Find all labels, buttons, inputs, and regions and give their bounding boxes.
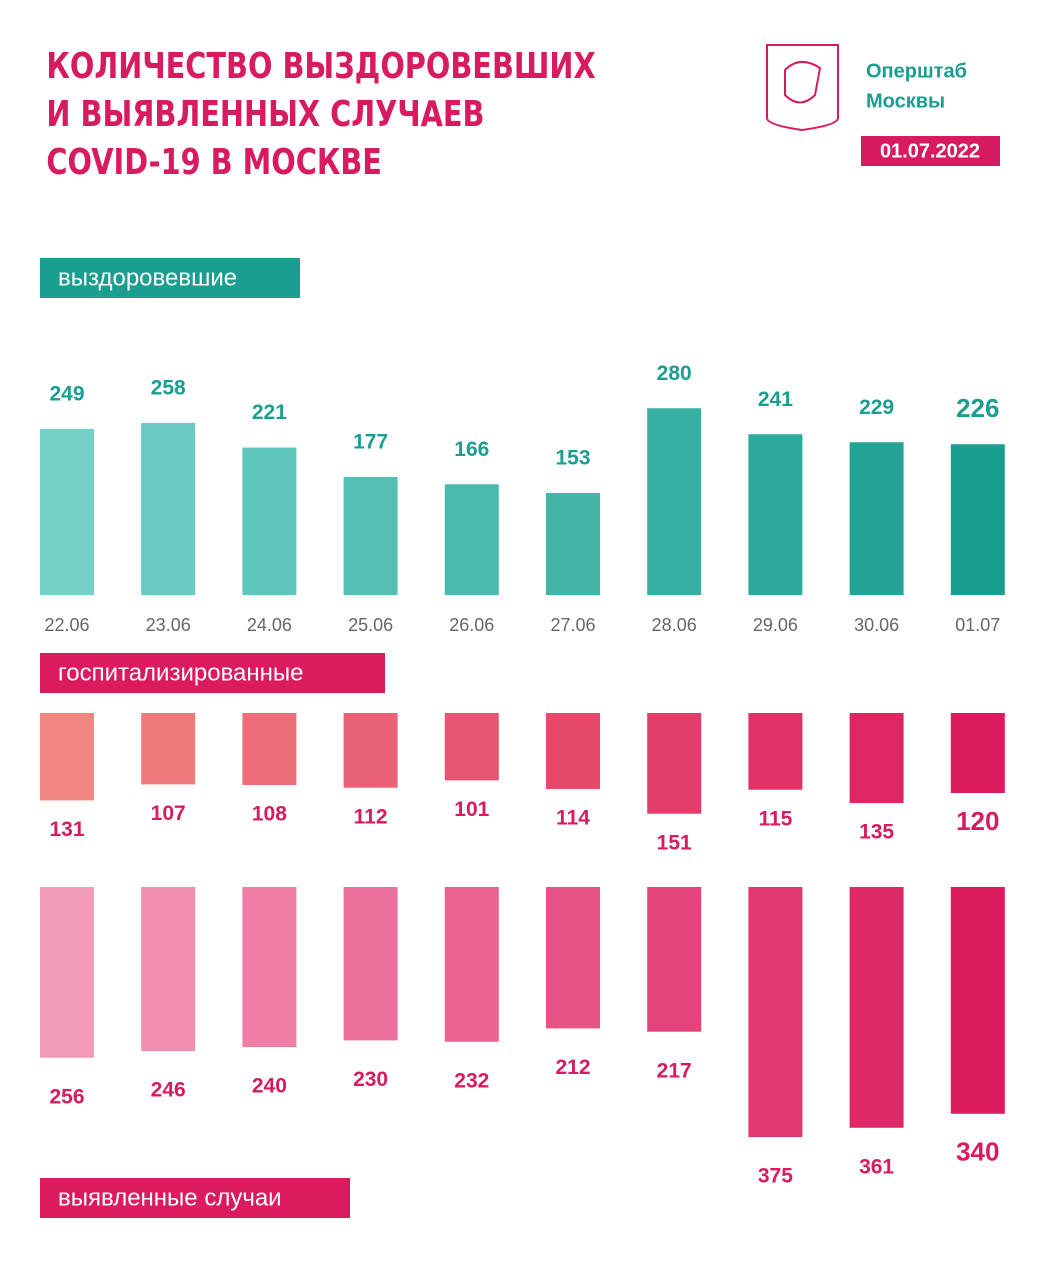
bar bbox=[343, 713, 398, 788]
x-tick-label: 25.06 bbox=[348, 615, 393, 635]
section-label: госпитализированные bbox=[58, 659, 304, 686]
date-badge bbox=[861, 136, 1000, 166]
value-label: 232 bbox=[454, 1069, 489, 1092]
bar bbox=[950, 713, 1005, 794]
bar bbox=[647, 408, 702, 595]
value-label: 135 bbox=[859, 821, 894, 844]
value-label: 153 bbox=[555, 446, 590, 469]
value-label: 217 bbox=[657, 1059, 692, 1082]
bar bbox=[444, 887, 499, 1042]
value-label: 226 bbox=[956, 393, 999, 423]
value-label: 101 bbox=[454, 798, 489, 821]
value-label: 258 bbox=[151, 376, 186, 399]
value-label: 340 bbox=[956, 1137, 999, 1167]
value-label: 166 bbox=[454, 438, 489, 461]
bar bbox=[242, 887, 297, 1048]
bar bbox=[748, 434, 803, 595]
x-tick-label: 26.06 bbox=[449, 615, 494, 635]
bar bbox=[647, 713, 702, 814]
bar bbox=[242, 713, 297, 786]
title-line: КОЛИЧЕСТВО ВЫЗДОРОВЕВШИХ bbox=[46, 45, 595, 87]
value-label: 114 bbox=[556, 807, 590, 830]
section-badge bbox=[40, 1178, 350, 1218]
bar bbox=[444, 713, 499, 781]
value-label: 246 bbox=[151, 1079, 186, 1102]
title-line: И ВЫЯВЛЕННЫХ СЛУЧАЕВ bbox=[46, 93, 484, 135]
value-label: 240 bbox=[252, 1075, 287, 1098]
value-label: 151 bbox=[657, 831, 692, 854]
bar bbox=[141, 422, 196, 595]
logo bbox=[766, 44, 839, 132]
value-label: 230 bbox=[353, 1068, 388, 1091]
bar bbox=[950, 444, 1005, 595]
value-label: 115 bbox=[758, 807, 792, 830]
bar bbox=[849, 713, 904, 804]
x-tick-label: 23.06 bbox=[146, 615, 191, 635]
bar bbox=[141, 887, 196, 1052]
value-label: 375 bbox=[758, 1165, 793, 1188]
bar bbox=[647, 887, 702, 1032]
bar bbox=[40, 713, 94, 801]
value-label: 221 bbox=[252, 401, 287, 424]
bar bbox=[546, 713, 600, 790]
x-tick-label: 27.06 bbox=[550, 615, 595, 635]
section-badge bbox=[40, 258, 300, 298]
value-label: 108 bbox=[252, 803, 287, 826]
bar bbox=[141, 713, 196, 785]
bar bbox=[546, 492, 600, 595]
x-tick-label: 22.06 bbox=[44, 615, 89, 635]
value-label: 107 bbox=[151, 802, 186, 825]
bar bbox=[748, 887, 803, 1138]
bar bbox=[343, 887, 398, 1041]
bar bbox=[950, 887, 1005, 1114]
section-badge bbox=[40, 653, 385, 693]
value-label: 249 bbox=[49, 382, 84, 405]
bar bbox=[546, 887, 600, 1029]
value-label: 177 bbox=[353, 430, 388, 453]
x-tick-label: 30.06 bbox=[854, 615, 899, 635]
value-label: 112 bbox=[354, 805, 388, 828]
x-tick-label: 24.06 bbox=[247, 615, 292, 635]
value-label: 280 bbox=[657, 362, 692, 385]
value-label: 229 bbox=[859, 396, 894, 419]
brand: Оперштаб bbox=[866, 60, 967, 82]
bar bbox=[242, 447, 297, 595]
value-label: 131 bbox=[49, 818, 84, 841]
value-label: 120 bbox=[956, 806, 999, 836]
value-label: 212 bbox=[555, 1056, 590, 1079]
bar bbox=[849, 887, 904, 1128]
bar bbox=[40, 428, 94, 595]
bar bbox=[343, 476, 398, 595]
section-label: выявленные случаи bbox=[58, 1184, 282, 1211]
title-line: COVID-19 В МОСКВЕ bbox=[46, 141, 382, 183]
x-tick-label: 01.07 bbox=[955, 615, 1000, 635]
value-label: 241 bbox=[758, 388, 793, 411]
bar bbox=[849, 442, 904, 595]
date: 01.07.2022 bbox=[880, 140, 980, 162]
brand: Москвы bbox=[866, 90, 945, 112]
bar bbox=[444, 484, 499, 595]
value-label: 256 bbox=[49, 1085, 84, 1108]
bar bbox=[40, 887, 94, 1058]
bar bbox=[748, 713, 803, 790]
x-tick-label: 29.06 bbox=[753, 615, 798, 635]
x-tick-label: 28.06 bbox=[652, 615, 697, 635]
value-label: 361 bbox=[859, 1155, 894, 1178]
section-label: выздоровевшие bbox=[58, 264, 237, 291]
